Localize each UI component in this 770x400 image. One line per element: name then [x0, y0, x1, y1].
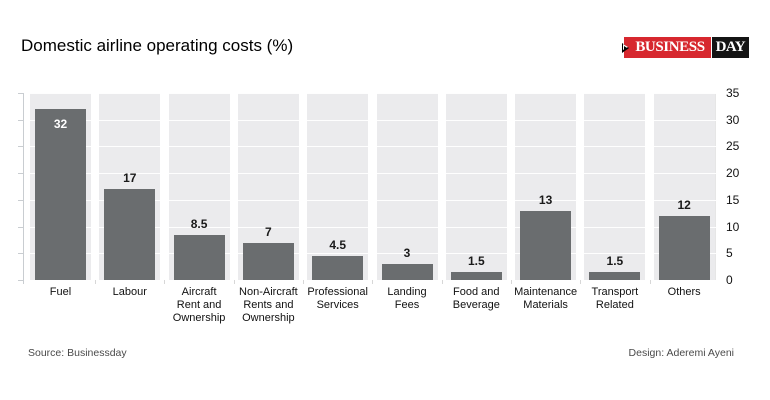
gridline: [23, 119, 716, 121]
bar-value-label: 13: [538, 192, 553, 207]
category-label: Fuel: [49, 286, 72, 298]
bar-value-label: 3: [403, 245, 411, 260]
bar-value-label: 1.5: [606, 253, 624, 268]
gridline: [23, 93, 716, 94]
category-tick: [372, 280, 374, 284]
bar: [658, 215, 710, 280]
gridline: [23, 226, 716, 228]
y-axis-tick-label: 15: [726, 192, 740, 207]
y-axis-tick-label: 0: [726, 273, 733, 287]
category-tick: [303, 280, 305, 284]
y-axis-tick: [18, 199, 23, 201]
y-axis-tick: [18, 173, 23, 175]
y-axis-tick-label: 5: [726, 246, 733, 261]
y-axis-tick: [18, 119, 23, 121]
bar: [450, 271, 502, 280]
logo-day-block: DAY: [711, 37, 749, 58]
bar: [589, 271, 641, 280]
right-axis-line: [715, 93, 716, 280]
gridline: [23, 199, 716, 201]
category-label: Food and Beverage: [452, 286, 500, 311]
category-label: Transport Related: [591, 286, 639, 311]
category-tick: [580, 280, 582, 284]
bar: [312, 255, 364, 280]
y-axis-tick-label: 30: [726, 112, 740, 127]
category-label: Others: [667, 286, 701, 298]
category-tick: [510, 280, 512, 284]
bar: [381, 263, 433, 280]
category-tick: [95, 280, 97, 284]
bar-chart-plot: 32 17 8.5 7 4.5 3 1.5 13 1.5 12 Fuel Labour Aircraft…: [18, 87, 739, 324]
y-axis-tick-label: 25: [726, 139, 740, 154]
bar-value-label: 4.5: [329, 237, 347, 252]
y-axis-tick: [18, 146, 23, 148]
category-tick: [164, 280, 166, 284]
category-tick: [649, 280, 651, 284]
chart-title: Domestic airline operating costs (%): [21, 36, 294, 55]
category-band: [376, 93, 438, 280]
category-label: Landing Fees: [387, 286, 427, 311]
category-label: Aircraft Rent and Ownership: [172, 286, 226, 324]
y-axis-tick: [18, 93, 23, 94]
gridline: [23, 253, 716, 255]
category-band: [584, 93, 646, 280]
bar: [173, 234, 225, 280]
y-axis-tick: [18, 253, 23, 255]
bar-value-label: 12: [677, 197, 691, 212]
bar-value-label: 8.5: [190, 216, 208, 231]
category-tick: [441, 280, 443, 284]
y-axis-line: [23, 93, 24, 284]
bar-value-label: 32: [53, 117, 68, 132]
category-tick: [233, 280, 235, 284]
bar: [104, 189, 156, 280]
category-band: [445, 93, 507, 280]
logo-day-text: DAY: [715, 39, 746, 55]
bar-value-label: 1.5: [467, 253, 485, 268]
bar: [520, 210, 572, 280]
bar-value-label: 17: [123, 171, 137, 186]
category-label: Professional Services: [307, 286, 368, 311]
category-label: Maintenance Materials: [514, 286, 578, 311]
gridline: [23, 146, 716, 148]
bar: [242, 242, 294, 280]
bar-value-label: 7: [265, 224, 272, 239]
category-label: Labour: [112, 286, 147, 298]
category-band: [307, 93, 369, 280]
source-credit: Source: Businessday: [28, 347, 127, 359]
logo-business-block: BUSINESS: [622, 37, 711, 58]
category-label: Non-Aircraft Rents and Ownership: [239, 286, 298, 324]
y-axis-tick-label: 35: [726, 86, 740, 100]
logo-arrow-icon: [622, 42, 630, 53]
y-axis-tick: [18, 280, 23, 281]
design-credit: Design: Aderemi Ayeni: [628, 347, 734, 359]
y-axis-tick-label: 20: [726, 166, 740, 181]
businessday-logo: BUSINESS DAY: [622, 37, 749, 58]
y-axis-tick: [18, 226, 23, 228]
logo-business-text: BUSINESS: [635, 39, 705, 55]
y-axis-tick-label: 10: [726, 219, 740, 234]
gridline: [23, 173, 716, 175]
bar: [35, 109, 86, 280]
